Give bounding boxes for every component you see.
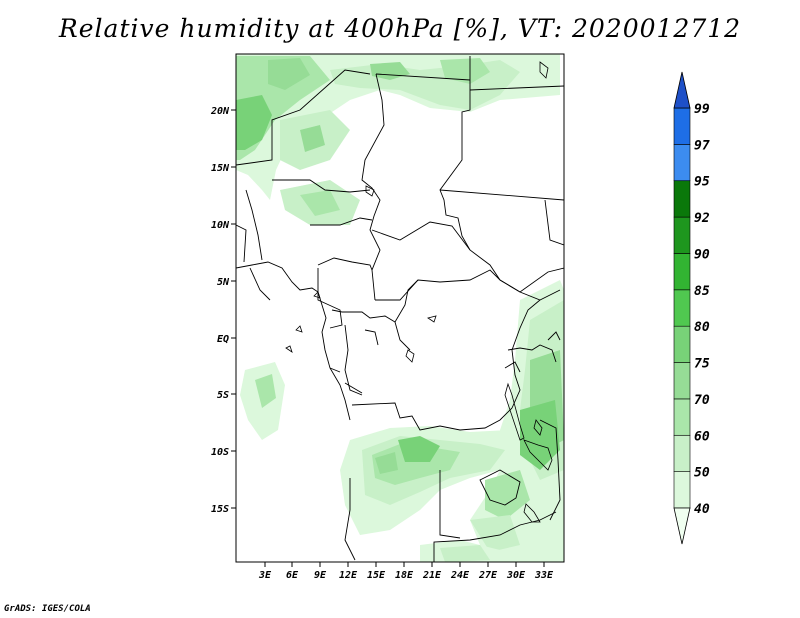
colorbar-segment — [673, 253, 691, 291]
colorbar-label: 85 — [694, 284, 710, 299]
colorbar-segment — [673, 471, 691, 509]
lat-label: 10N — [211, 220, 230, 231]
lon-label: 18E — [395, 570, 414, 581]
lat-label: 5N — [217, 277, 230, 288]
lat-label: 15S — [211, 504, 229, 515]
colorbar-label: 40 — [694, 502, 710, 517]
lon-label: 27E — [478, 570, 498, 581]
colorbar: 40 50 60 70 75 80 85 90 92 95 97 99 — [673, 71, 710, 545]
latitude-axis: 20N 15N 10N 5N EQ 5S 10S 15S — [210, 106, 236, 515]
longitude-axis: 3E 6E 9E 12E 15E 18E 21E 24E 27E 30E 33E — [258, 562, 554, 581]
country-borders — [236, 56, 564, 562]
colorbar-segment — [673, 434, 691, 472]
colorbar-label: 95 — [694, 175, 710, 190]
lon-label: 12E — [339, 570, 358, 581]
colorbar-label: 60 — [694, 429, 710, 444]
lon-label: 3E — [258, 570, 272, 581]
colorbar-segment — [673, 144, 691, 182]
lon-label: 24E — [450, 570, 470, 581]
colorbar-label: 50 — [694, 466, 710, 481]
lakes — [285, 61, 553, 523]
grads-credit: GrADS: IGES/COLA — [4, 604, 91, 614]
lon-label: 33E — [534, 570, 554, 581]
colorbar-segment — [673, 180, 691, 218]
colorbar-label: 80 — [694, 320, 710, 335]
humidity-shading — [236, 54, 564, 562]
chart-title: Relative humidity at 400hPa [%], VT: 202… — [58, 14, 742, 43]
lon-label: 6E — [286, 570, 299, 581]
colorbar-label: 99 — [694, 102, 710, 117]
lat-label: 20N — [210, 106, 230, 117]
colorbar-label: 90 — [694, 247, 710, 262]
colorbar-segment — [673, 216, 691, 254]
lat-label: 5S — [217, 390, 229, 401]
colorbar-segment — [673, 107, 691, 145]
lat-label: 15N — [211, 163, 230, 174]
colorbar-segment — [673, 362, 691, 400]
colorbar-segment — [673, 289, 691, 327]
lat-label: EQ — [217, 334, 229, 345]
colorbar-segment — [673, 398, 691, 436]
map-frame — [235, 53, 565, 563]
colorbar-low-triangle — [673, 507, 691, 545]
lon-label: 9E — [314, 570, 327, 581]
colorbar-segment — [673, 325, 691, 363]
colorbar-label: 92 — [694, 211, 710, 226]
lon-label: 15E — [367, 570, 386, 581]
colorbar-label: 75 — [694, 357, 710, 372]
colorbar-high-triangle — [673, 71, 691, 109]
lat-label: 10S — [211, 447, 229, 458]
lon-label: 21E — [422, 570, 442, 581]
colorbar-label: 70 — [694, 393, 710, 408]
lon-label: 30E — [506, 570, 526, 581]
colorbar-label: 97 — [694, 138, 710, 153]
